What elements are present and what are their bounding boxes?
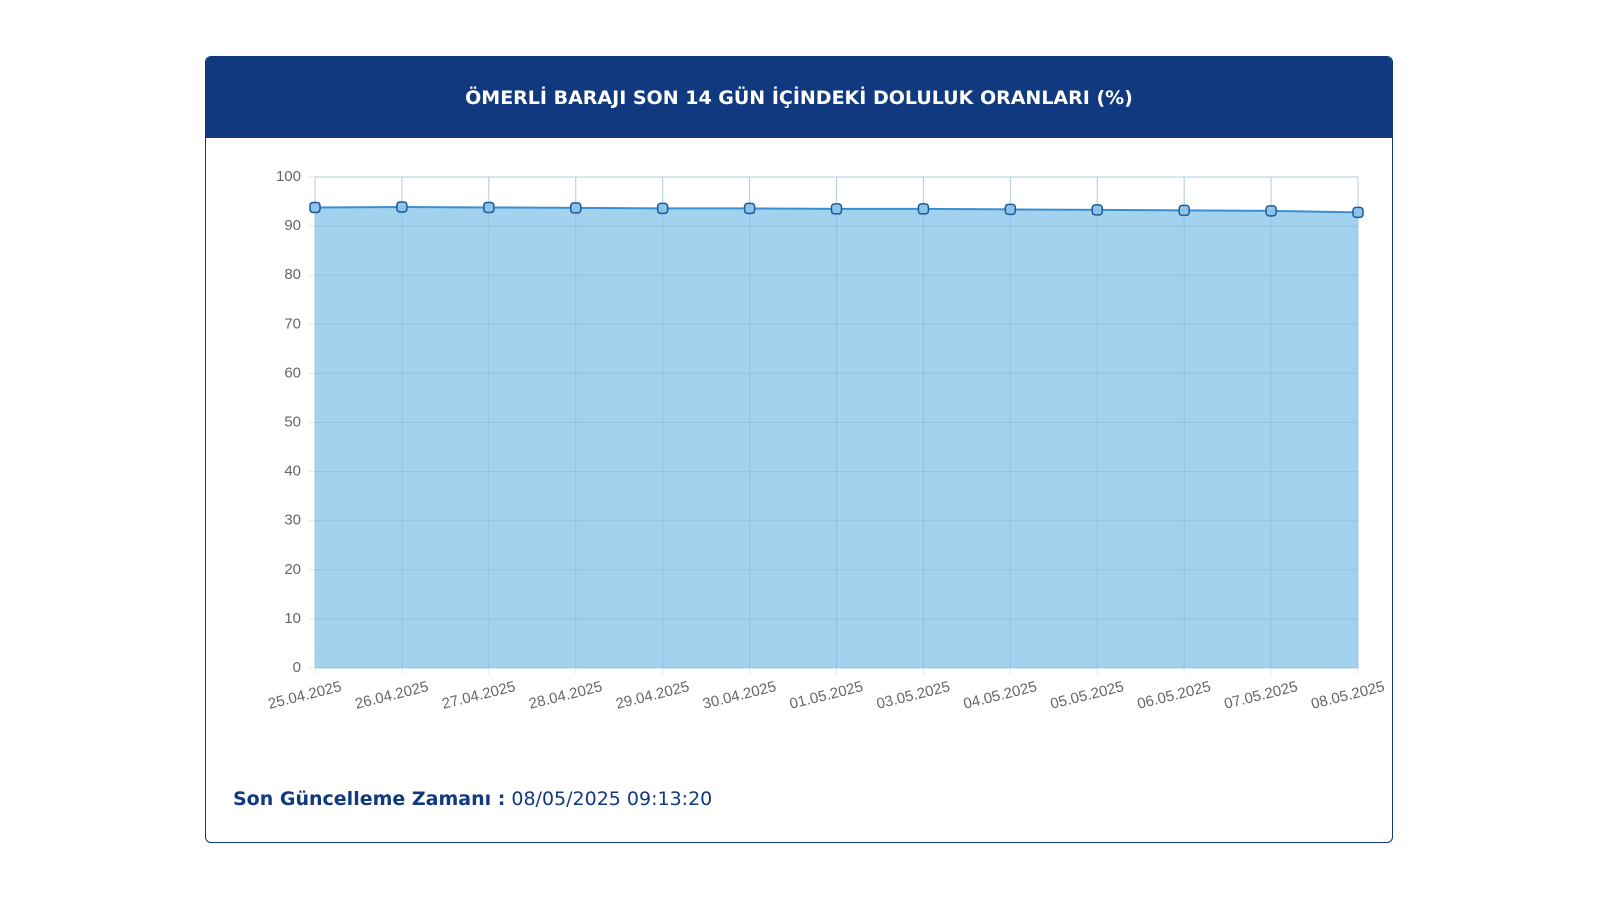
x-tick-label: 30.04.2025: [701, 678, 778, 713]
x-tick-label: 27.04.2025: [440, 678, 517, 713]
point: [1352, 206, 1364, 219]
x-tick-label: 28.04.2025: [527, 678, 604, 713]
point: [1178, 204, 1190, 217]
x-tick-label: 25.04.2025: [266, 678, 343, 713]
x-tick-label: 07.05.2025: [1222, 678, 1299, 713]
footer-label: Son Güncelleme Zamanı :: [233, 788, 506, 810]
y-tick-label: 30: [284, 512, 301, 529]
y-tick-label: 40: [284, 463, 301, 480]
point: [1091, 204, 1103, 216]
y-tick-label: 70: [284, 315, 301, 332]
footer: Son Güncelleme Zamanı :08/05/2025 09:13:…: [233, 788, 712, 810]
y-tick-label: 10: [284, 610, 301, 627]
point: [1004, 203, 1017, 216]
y-tick-label: 0: [293, 659, 301, 676]
y-tick-label: 60: [284, 364, 301, 381]
x-tick-label: 03.05.2025: [875, 678, 952, 713]
point: [830, 203, 843, 215]
point: [570, 202, 582, 214]
point: [483, 201, 495, 214]
card: ÖMERLİ BARAJI SON 14 GÜN İÇİNDEKİ DOLULU…: [205, 56, 1393, 843]
x-tick-label: 01.05.2025: [788, 678, 865, 713]
x-tick-label: 08.05.2025: [1309, 678, 1386, 713]
point: [1265, 205, 1277, 217]
point: [743, 202, 756, 215]
point: [656, 202, 669, 215]
y-tick-label: 50: [284, 413, 301, 430]
point: [396, 201, 408, 213]
x-tick-label: 29.04.2025: [614, 678, 691, 713]
y-tick-label: 80: [284, 266, 301, 283]
point: [309, 201, 321, 214]
y-tick-label: 100: [276, 168, 301, 185]
footer-value: 08/05/2025 09:13:20: [511, 788, 713, 810]
point: [917, 203, 930, 215]
chart-title: ÖMERLİ BARAJI SON 14 GÜN İÇİNDEKİ DOLULU…: [206, 57, 1392, 138]
x-tick-label: 04.05.2025: [962, 678, 1039, 713]
x-tick-label: 05.05.2025: [1049, 678, 1126, 713]
y-tick-label: 20: [284, 561, 301, 578]
x-tick-label: 26.04.2025: [353, 678, 430, 713]
y-tick-label: 90: [284, 217, 301, 234]
x-tick-label: 06.05.2025: [1136, 678, 1213, 713]
